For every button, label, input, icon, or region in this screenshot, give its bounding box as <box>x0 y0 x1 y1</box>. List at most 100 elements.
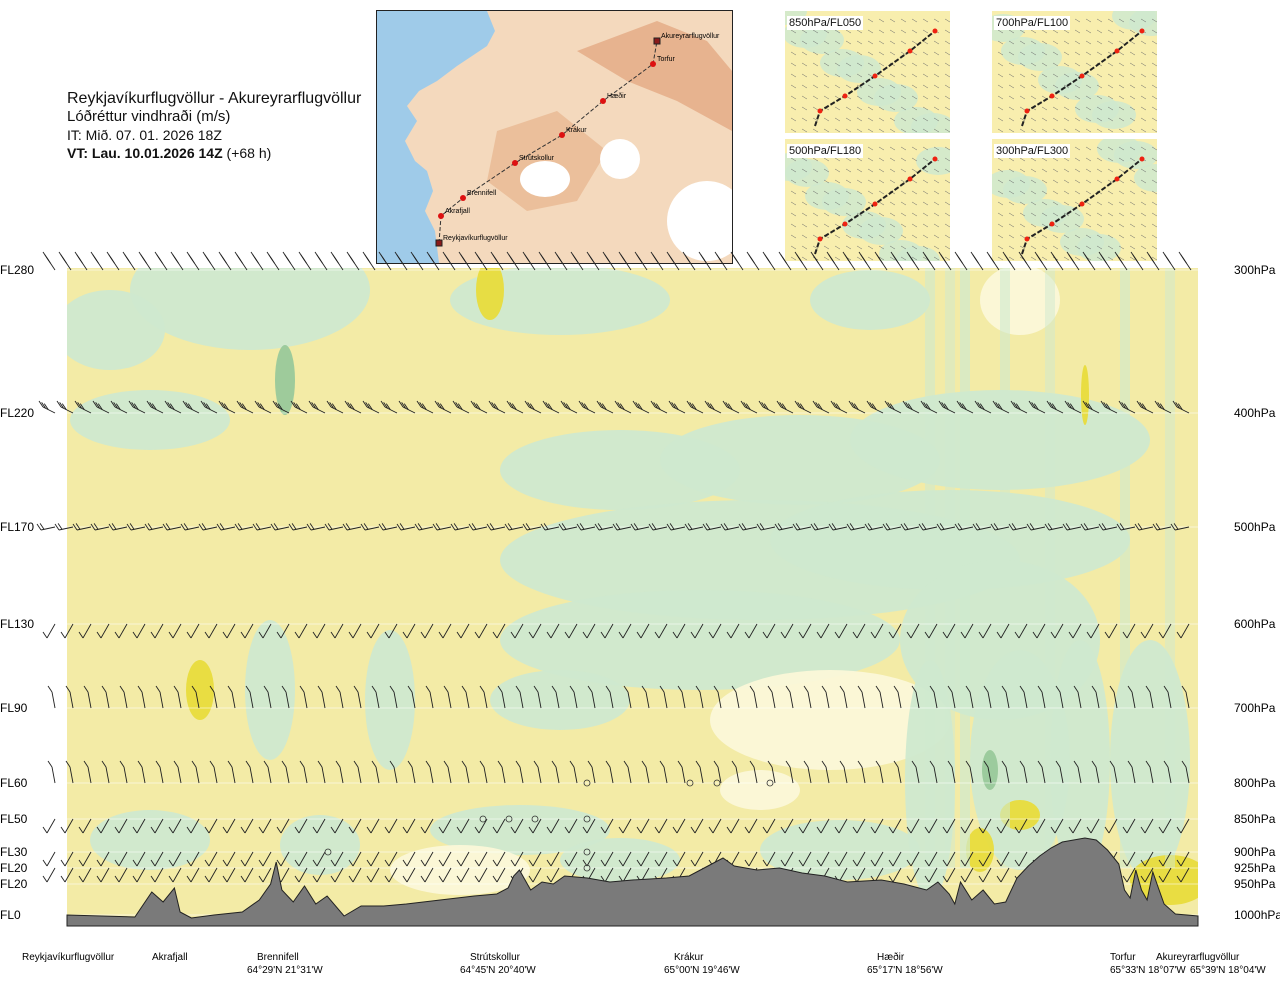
wind-barb <box>170 251 184 271</box>
wind-barbs <box>36 251 1192 883</box>
barb-feather <box>276 859 282 867</box>
barb-feather <box>1080 523 1086 531</box>
wind-barb <box>162 523 182 531</box>
inset-barb <box>1151 223 1157 228</box>
inset-barb <box>1052 62 1059 67</box>
wind-barb <box>1010 400 1028 414</box>
barb-feather <box>887 402 893 409</box>
inset-barb <box>1085 117 1092 122</box>
inset-barb <box>867 201 874 206</box>
barb-feather <box>78 859 84 867</box>
field-column <box>1165 268 1175 868</box>
wind-barb <box>623 760 632 784</box>
barb-shaft <box>778 526 794 531</box>
barb-shaft <box>442 623 452 639</box>
barb-feather <box>993 523 999 530</box>
barb-shaft <box>717 691 722 709</box>
barb-feather <box>795 523 801 530</box>
inset-barb <box>1118 157 1125 162</box>
barb-feather <box>366 631 372 639</box>
inset-barb <box>856 256 863 261</box>
wind-barb <box>101 685 110 709</box>
inset-barb <box>823 223 830 228</box>
inset-barb <box>1085 73 1092 78</box>
barb-feather <box>46 257 51 264</box>
barb-feather <box>1001 685 1007 693</box>
barb-shaft <box>514 623 524 639</box>
barb-shaft <box>154 851 164 867</box>
barb-shaft <box>622 623 632 639</box>
wind-barb <box>488 400 506 414</box>
wind-barb <box>618 623 632 639</box>
barb-feather <box>776 400 782 408</box>
barb-shaft <box>141 766 146 784</box>
barb-shaft <box>987 691 992 709</box>
wind-barb <box>780 851 794 867</box>
inset-barb <box>1096 18 1103 23</box>
barb-feather <box>515 760 521 768</box>
wind-barb <box>1082 251 1096 271</box>
wind-barb <box>852 851 866 867</box>
barb-feather <box>114 826 120 834</box>
barb-feather <box>1006 257 1011 264</box>
wind-barb <box>312 867 326 883</box>
wind-barb <box>398 400 416 414</box>
wind-barb <box>198 523 218 531</box>
pressure-level-label: 950hPa <box>1234 877 1276 891</box>
inset-barb <box>867 146 874 151</box>
wind-barb <box>128 400 146 414</box>
inset-barb <box>944 62 950 67</box>
barb-feather <box>173 685 179 693</box>
inset-barb <box>1096 201 1103 206</box>
wind-barb <box>762 251 776 271</box>
wind-barb <box>618 251 632 271</box>
inset-patch <box>1134 164 1157 192</box>
inset-barb <box>1074 117 1081 122</box>
barb-feather <box>78 257 83 264</box>
barb-feather <box>961 403 967 410</box>
barb-shaft <box>172 851 182 867</box>
barb-shaft <box>424 851 434 867</box>
wind-barb <box>882 523 902 531</box>
inset-barb <box>1107 179 1114 184</box>
inset-barb <box>878 146 885 151</box>
barb-feather <box>506 400 512 408</box>
barb-feather <box>651 523 657 530</box>
barb-shaft <box>226 623 236 639</box>
inset-barb <box>1096 128 1103 133</box>
barb-feather <box>744 826 750 834</box>
barb-feather <box>799 403 805 410</box>
barb-feather <box>638 257 643 264</box>
barb-feather <box>587 685 593 693</box>
wind-barb <box>474 851 488 867</box>
inset-barb <box>922 62 929 67</box>
barb-shaft <box>1084 526 1100 531</box>
wind-barb <box>1122 818 1136 834</box>
wind-barb <box>150 623 164 639</box>
inset-barb <box>878 106 885 111</box>
wind-barb <box>1068 818 1082 834</box>
barb-feather <box>650 400 656 408</box>
barb-shaft <box>1041 691 1046 709</box>
barb-shaft <box>753 691 758 709</box>
wind-barb <box>870 623 884 639</box>
barb-feather <box>57 523 63 530</box>
barb-shaft <box>447 766 452 784</box>
barb-feather <box>997 403 1003 410</box>
inset-barb <box>922 117 929 122</box>
inset-barb <box>801 117 808 122</box>
barb-feather <box>888 826 894 834</box>
barb-shaft <box>195 691 200 709</box>
wind-barb <box>996 851 1010 867</box>
inset-barb <box>944 179 950 184</box>
wind-barb <box>582 623 596 639</box>
wind-barb <box>1158 867 1172 883</box>
inset-barb <box>1041 106 1048 111</box>
inset-barb <box>900 29 907 34</box>
wind-barb <box>1032 623 1046 639</box>
barb-feather <box>1122 875 1128 883</box>
barb-feather <box>546 631 552 639</box>
barb-feather <box>947 685 953 693</box>
barb-feather <box>654 257 659 264</box>
barb-feather <box>96 875 102 883</box>
